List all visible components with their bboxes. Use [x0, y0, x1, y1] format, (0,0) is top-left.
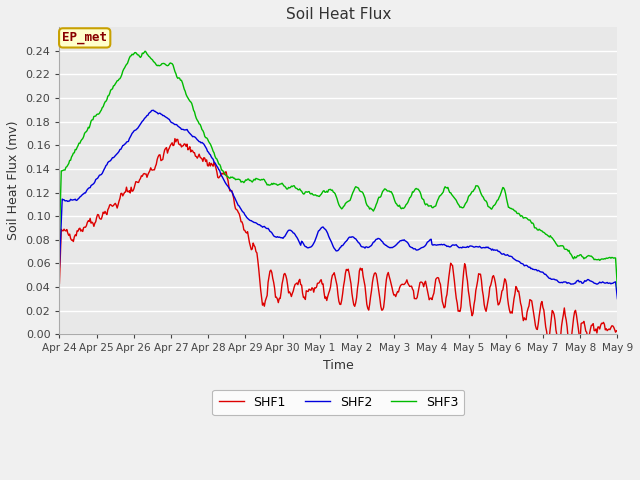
X-axis label: Time: Time	[323, 359, 354, 372]
SHF2	[477, 244, 484, 250]
Text: EP_met: EP_met	[62, 31, 107, 45]
SHF1	[309, 285, 317, 291]
SHF2	[385, 244, 393, 250]
SHF1	[429, 293, 437, 299]
SHF1	[477, 271, 484, 277]
SHF2	[614, 296, 621, 301]
SHF3	[141, 48, 149, 54]
SHF3	[614, 285, 621, 291]
SHF2	[150, 108, 157, 113]
SHF2	[156, 110, 163, 116]
Legend: SHF1, SHF2, SHF3: SHF1, SHF2, SHF3	[212, 390, 465, 415]
Line: SHF1: SHF1	[60, 139, 618, 344]
SHF3	[156, 63, 163, 69]
Line: SHF3: SHF3	[60, 51, 618, 288]
SHF2	[200, 141, 207, 147]
SHF1	[200, 155, 207, 161]
SHF1	[555, 341, 563, 347]
SHF3	[56, 234, 63, 240]
SHF3	[200, 130, 207, 135]
Title: Soil Heat Flux: Soil Heat Flux	[285, 7, 391, 22]
SHF1	[385, 274, 393, 279]
Line: SHF2: SHF2	[60, 110, 618, 299]
SHF1	[614, 329, 621, 335]
SHF1	[154, 154, 162, 159]
SHF2	[429, 242, 437, 248]
SHF2	[56, 264, 63, 270]
SHF1	[56, 280, 63, 286]
Y-axis label: Soil Heat Flux (mv): Soil Heat Flux (mv)	[7, 121, 20, 240]
SHF2	[309, 242, 317, 248]
SHF3	[477, 190, 484, 195]
SHF3	[309, 192, 317, 197]
SHF3	[385, 188, 393, 194]
SHF1	[171, 136, 179, 142]
SHF3	[429, 205, 437, 211]
